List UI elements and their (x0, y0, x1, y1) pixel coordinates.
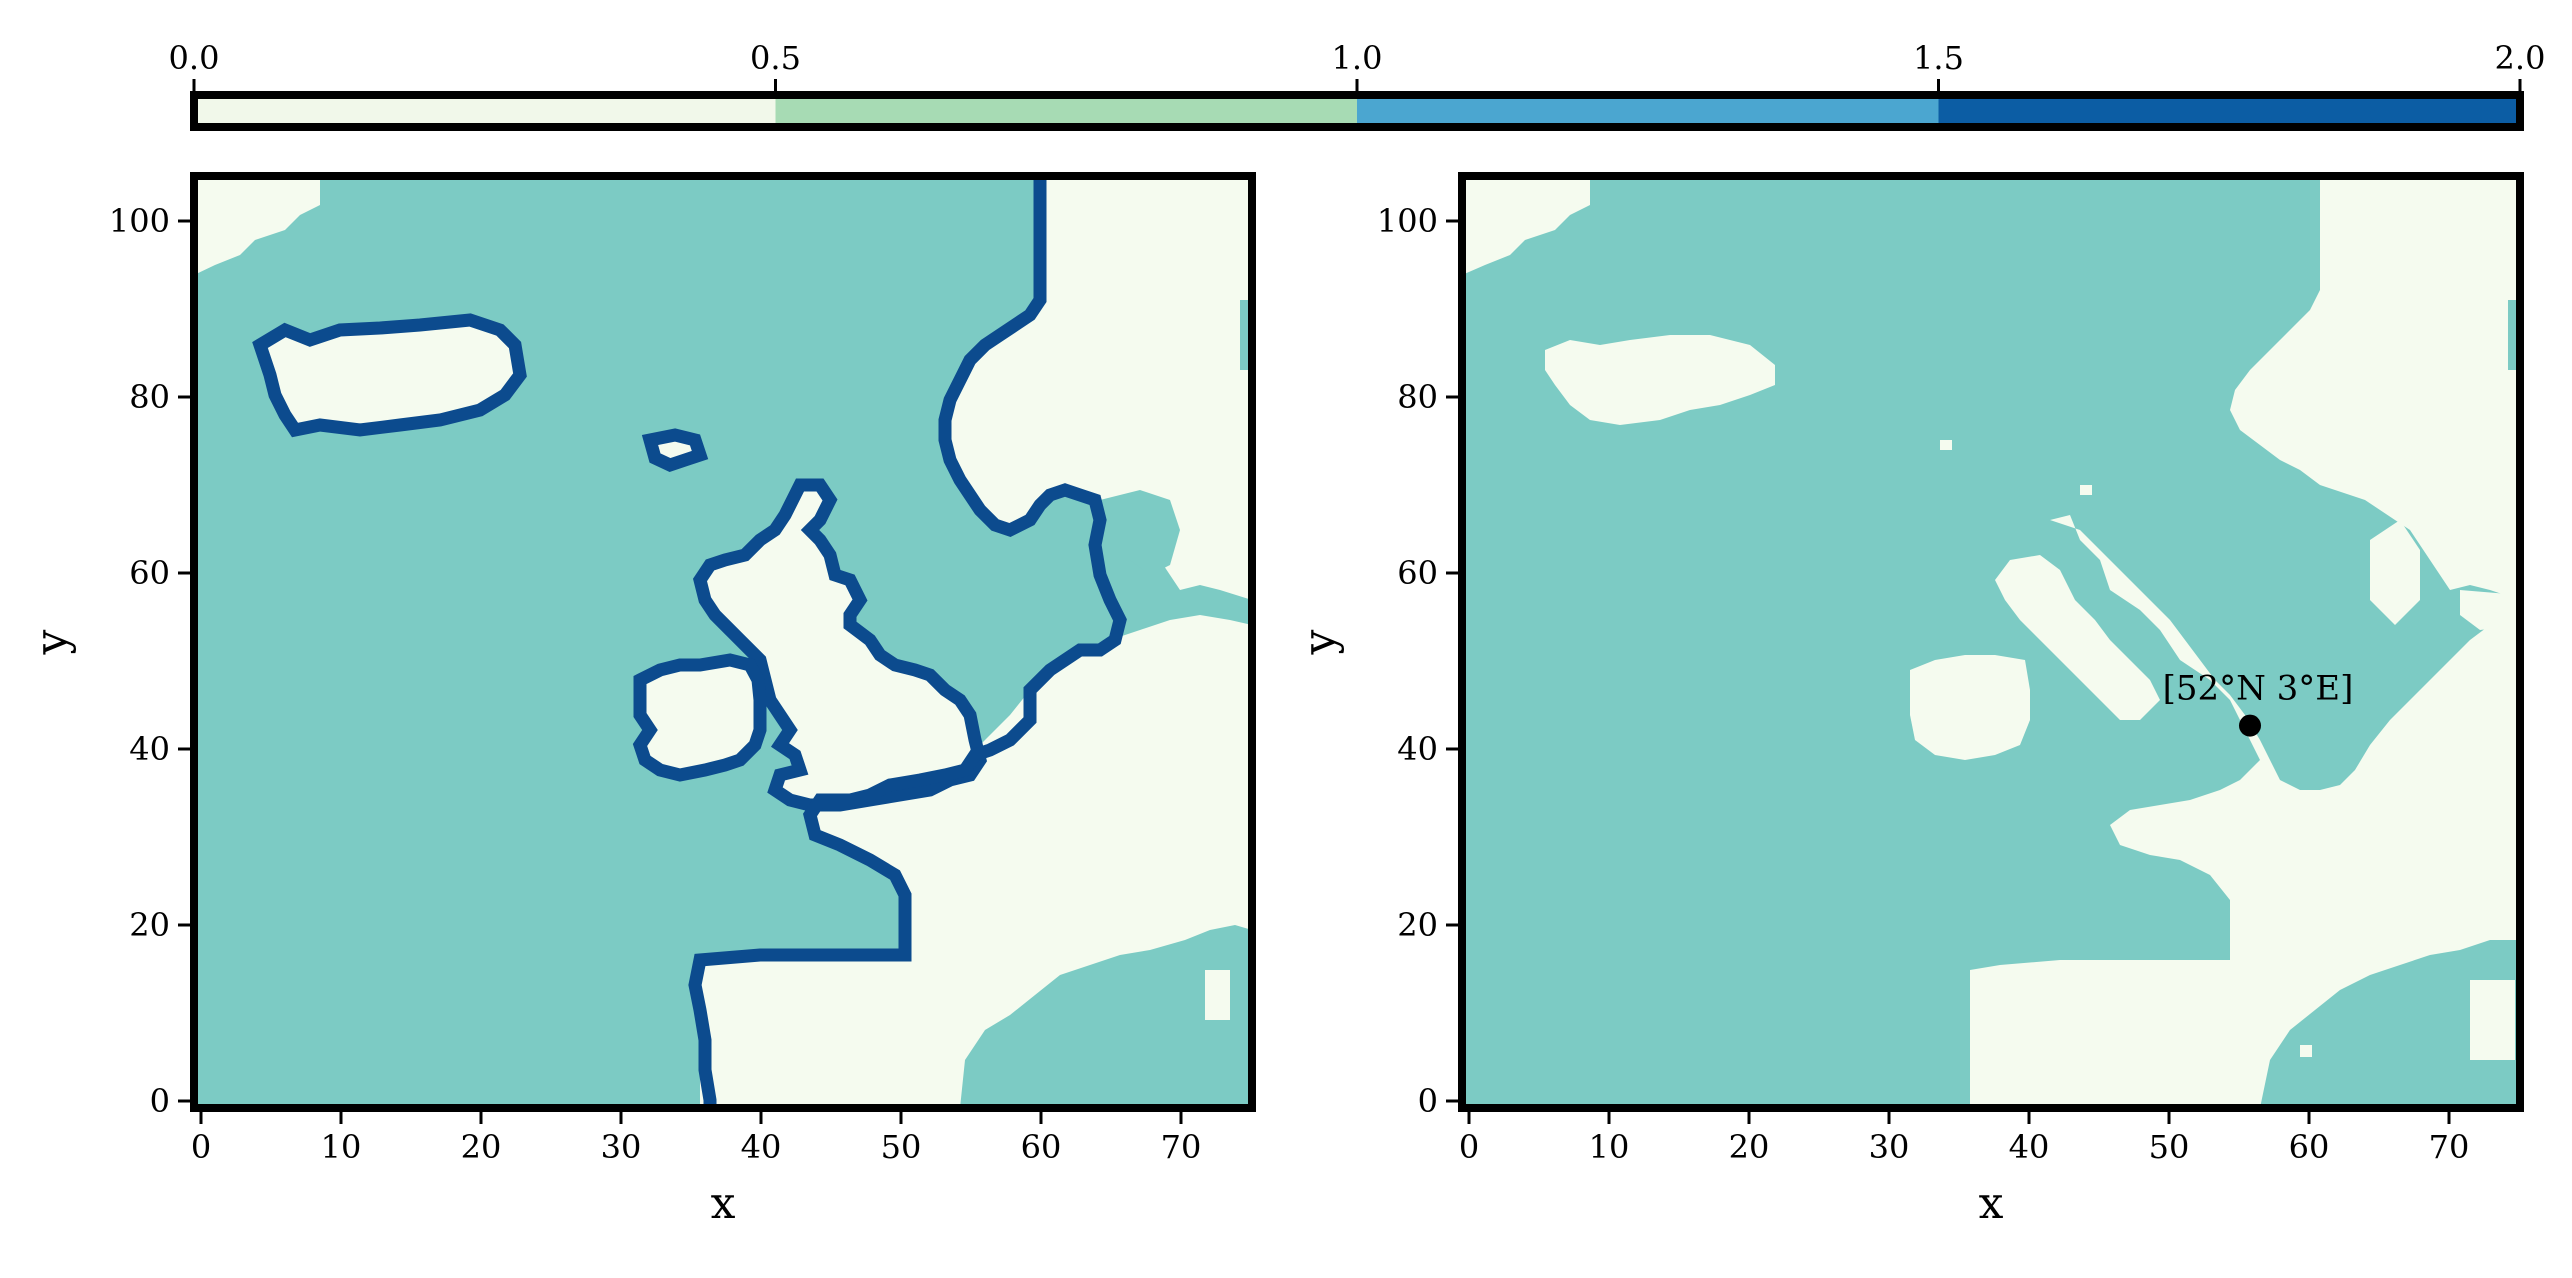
left-axes: 0 10 20 30 40 50 60 70 0 20 40 60 80 100 x y (26, 202, 1201, 1229)
left-xtick-label: 0 (191, 1128, 211, 1166)
right-panel: 0 10 20 30 40 50 60 70 0 20 40 60 80 100 x y [52°N 3°E] (1294, 172, 2524, 1229)
location-marker-label: [52°N 3°E] (2163, 669, 2354, 709)
colorbar-bin-3 (1938, 95, 2520, 127)
colorbar-tick-label: 1.5 (1913, 39, 1964, 77)
right-panel-small-islands (2300, 980, 2515, 1060)
colorbar-frame (190, 91, 2524, 131)
right-ytick-label: 20 (1397, 906, 1438, 944)
left-xtick-label: 10 (321, 1128, 362, 1166)
left-xlabel: x (711, 1178, 736, 1229)
right-xtick-label: 0 (1459, 1128, 1479, 1166)
right-ytick-label: 0 (1418, 1082, 1438, 1120)
right-ytick-label: 40 (1397, 730, 1438, 768)
left-xtick-label: 50 (881, 1128, 922, 1166)
colorbar-tick-label: 2.0 (2495, 39, 2546, 77)
colorbar: 0.0 0.5 1.0 1.5 2.0 (169, 39, 2546, 131)
right-xtick-label: 30 (1869, 1128, 1910, 1166)
left-xtick-label: 60 (1021, 1128, 1062, 1166)
left-ytick-label: 40 (129, 730, 170, 768)
right-xtick-label: 50 (2149, 1128, 2190, 1166)
left-xtick-label: 30 (601, 1128, 642, 1166)
location-marker-dot (2239, 714, 2261, 737)
left-panel-coastlines (252, 176, 1127, 1108)
left-ytick-label: 80 (129, 378, 170, 416)
right-xtick-label: 10 (1589, 1128, 1630, 1166)
left-xtick-label: 70 (1161, 1128, 1202, 1166)
right-xtick-label: 70 (2429, 1128, 2470, 1166)
right-ylabel: y (1294, 629, 1345, 655)
right-ytick-label: 60 (1397, 554, 1438, 592)
left-xtick-label: 20 (461, 1128, 502, 1166)
location-marker: [52°N 3°E] (2163, 669, 2354, 737)
left-panel-frame (190, 172, 1256, 1112)
right-panel-frame (1458, 172, 2524, 1112)
left-ytick-label: 100 (109, 202, 170, 240)
right-ytick-label: 100 (1377, 202, 1438, 240)
colorbar-bin-0 (194, 95, 776, 127)
left-ytick-label: 0 (150, 1082, 170, 1120)
colorbar-tick-label: 1.0 (1332, 39, 1383, 77)
colorbar-tick-label: 0.5 (750, 39, 801, 77)
right-axes: 0 10 20 30 40 50 60 70 0 20 40 60 80 100 x y (1294, 202, 2469, 1229)
right-ytick-label: 80 (1397, 378, 1438, 416)
left-xtick-label: 40 (741, 1128, 782, 1166)
left-panel: 0 10 20 30 40 50 60 70 0 20 40 60 80 100 x y (26, 172, 1256, 1229)
colorbar-tick-label: 0.0 (169, 39, 220, 77)
right-xlabel: x (1979, 1178, 2004, 1229)
colorbar-bin-1 (775, 95, 1357, 127)
left-ytick-label: 60 (129, 554, 170, 592)
right-xtick-label: 60 (2289, 1128, 2330, 1166)
right-panel-land (1462, 176, 2520, 1108)
left-ylabel: y (26, 629, 77, 655)
right-xtick-label: 20 (1729, 1128, 1770, 1166)
left-ytick-label: 20 (129, 906, 170, 944)
right-panel-sea-patches (2260, 940, 2520, 1108)
right-xtick-label: 40 (2009, 1128, 2050, 1166)
colorbar-bin-2 (1357, 95, 1939, 127)
